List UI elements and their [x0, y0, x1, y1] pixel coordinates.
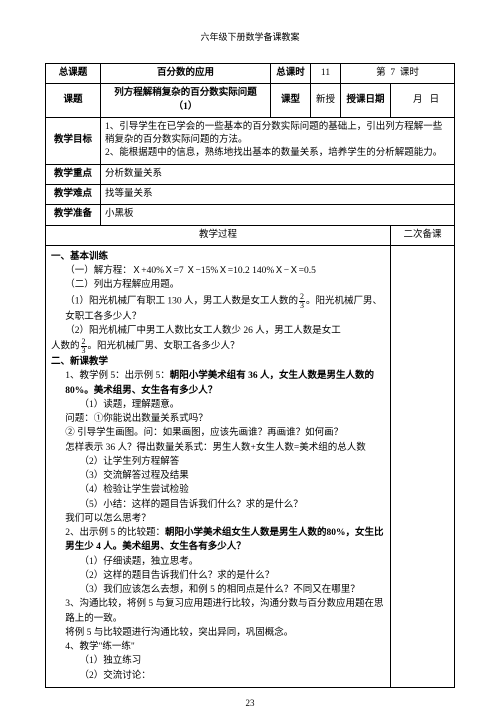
value-key-point: 分析数量关系 — [101, 164, 455, 184]
value-difficulty: 找等量关系 — [101, 185, 455, 205]
table-row-key-point: 教学重点 分析数量关系 — [46, 164, 455, 184]
table-row-prep: 教学准备 小黑板 — [46, 205, 455, 225]
table-row-overall-topic: 总课题 百分数的应用 总课时 11 第 7 课时 — [46, 64, 455, 84]
table-row-objectives: 教学目标 1、引导学生在已学会的一些基本的百分数实际问题的基础上，引出列方程解一… — [46, 117, 455, 164]
label-objectives: 教学目标 — [46, 117, 101, 164]
label-lesson: 课题 — [46, 84, 101, 118]
label-date: 授课日期 — [341, 84, 391, 118]
secondary-prep-column — [391, 245, 455, 687]
table-row-process-body: 一、基本训练 （一）解方程：Ｘ+40%Ｘ=7 Ｘ−15%Ｘ=10.2 140%Ｘ… — [46, 245, 455, 687]
label-key-point: 教学重点 — [46, 164, 101, 184]
document-header: 六年级下册数学备课教案 — [45, 30, 455, 43]
value-total-hours: 11 — [311, 64, 341, 84]
label-total-hours: 总课时 — [271, 64, 311, 84]
process-header-left: 教学过程 — [46, 225, 391, 245]
value-objectives: 1、引导学生在已学会的一些基本的百分数实际问题的基础上，引出列方程解一些稍复杂的… — [101, 117, 455, 164]
page-number: 23 — [45, 698, 455, 708]
value-lesson-type: 新授 — [311, 84, 341, 118]
value-date: 月 日 — [391, 84, 455, 118]
value-overall-topic: 百分数的应用 — [101, 64, 271, 84]
table-row-difficulty: 教学难点 找等量关系 — [46, 185, 455, 205]
label-lesson-type: 课型 — [271, 84, 311, 118]
value-lesson-title: 列方程解稍复杂的百分数实际问题（1） — [101, 84, 271, 118]
label-prep: 教学准备 — [46, 205, 101, 225]
process-header-right: 二次备课 — [391, 225, 455, 245]
label-difficulty: 教学难点 — [46, 185, 101, 205]
table-row-lesson-title: 课题 列方程解稍复杂的百分数实际问题（1） 课型 新授 授课日期 月 日 — [46, 84, 455, 118]
table-row-process-header: 教学过程 二次备课 — [46, 225, 455, 245]
lesson-plan-table: 总课题 百分数的应用 总课时 11 第 7 课时 课题 列方程解稍复杂的百分数实… — [45, 63, 455, 688]
label-overall-topic: 总课题 — [46, 64, 101, 84]
teaching-process-content: 一、基本训练 （一）解方程：Ｘ+40%Ｘ=7 Ｘ−15%Ｘ=10.2 140%Ｘ… — [46, 246, 390, 687]
value-prep: 小黑板 — [101, 205, 455, 225]
value-period: 第 7 课时 — [341, 64, 455, 84]
